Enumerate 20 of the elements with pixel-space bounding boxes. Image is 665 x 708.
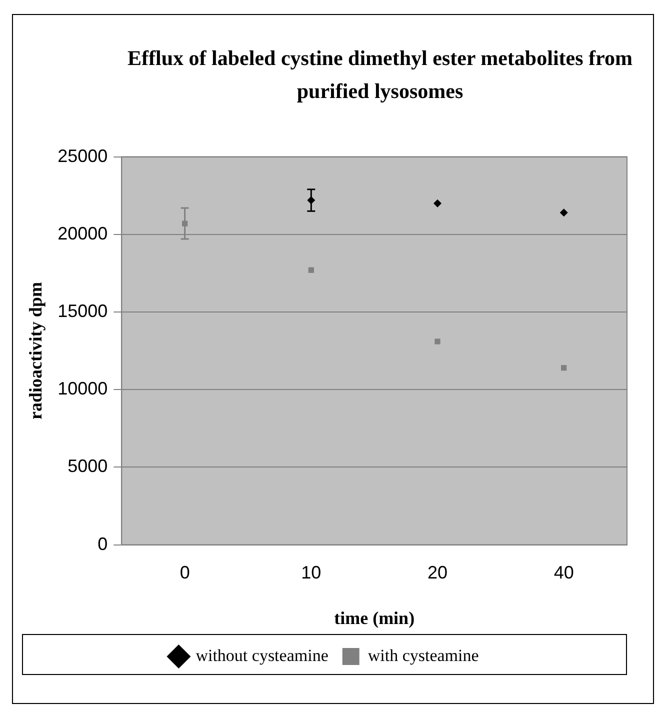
chart-title: Efflux of labeled cystine dimethyl ester metabolites from purified lysosomes [126, 45, 634, 105]
legend-label: without cysteamine [196, 646, 328, 665]
point [560, 208, 568, 217]
y-tick-label: 25000 [58, 146, 108, 166]
point [434, 338, 440, 344]
y-tick-label: 5000 [68, 456, 108, 476]
x-axis-title: time (min) [334, 608, 415, 628]
point [561, 365, 567, 371]
point [308, 267, 314, 273]
y-tick-label: 20000 [58, 223, 108, 244]
x-tick-label: 20 [427, 562, 448, 583]
y-axis-title: radioactivity dpm [25, 282, 46, 420]
y-tick-label: 15000 [58, 300, 108, 321]
x-tick-label: 40 [554, 562, 574, 583]
x-tick-label: 10 [301, 562, 322, 583]
point [433, 199, 442, 208]
x-tick-label: 0 [180, 562, 190, 583]
y-tick-label: 0 [98, 534, 108, 554]
y-tick-label: 10000 [58, 378, 108, 399]
legend-label: with cysteamine [368, 646, 479, 665]
